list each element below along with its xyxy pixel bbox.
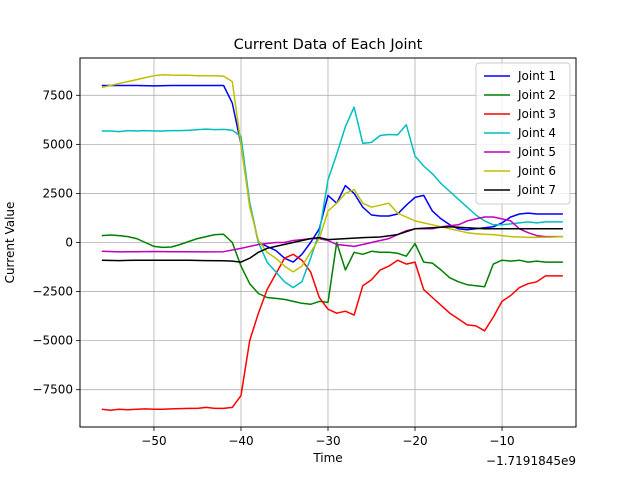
y-tick-label: 2500 [42, 186, 73, 200]
x-tick-label: −30 [315, 434, 340, 448]
legend-entry-label: Joint 2 [517, 88, 556, 102]
series-line-joint-3 [101, 253, 563, 412]
chart-title: Current Data of Each Joint [234, 37, 423, 53]
series-line-joint-2 [101, 233, 563, 306]
legend-entry-label: Joint 7 [517, 183, 556, 197]
x-axis-offset-label: −1.7191845e9 [486, 454, 576, 468]
x-axis-label: Time [312, 451, 342, 465]
legend-entry-label: Joint 6 [517, 164, 556, 178]
y-tick-label: 0 [65, 236, 73, 250]
legend-entry-label: Joint 3 [517, 107, 556, 121]
y-tick-label: −7500 [32, 383, 73, 397]
series-line-joint-5 [101, 216, 563, 253]
y-tick-label: 7500 [42, 88, 73, 102]
series-layer [101, 73, 563, 412]
x-tick-label: −20 [402, 434, 427, 448]
x-tick-label: −10 [489, 434, 514, 448]
x-tick-label: −40 [228, 434, 253, 448]
legend-box [475, 62, 571, 205]
x-tick-label: −50 [141, 434, 166, 448]
series-line-joint-4 [101, 106, 563, 289]
legend-entry-label: Joint 1 [517, 69, 556, 83]
legend: Joint 1 Joint 2 Joint 3 Joint 4 Joint 5 Joint… [475, 62, 571, 205]
tick-layer: −50 −40 −30 −20 −10 −7500 −5000 −2500 0 2500 5000 7… [32, 88, 514, 448]
y-tick-label: 5000 [42, 137, 73, 151]
series-line-joint-7 [101, 226, 563, 263]
legend-entry-label: Joint 4 [517, 126, 556, 140]
series-line-joint-6 [101, 73, 563, 273]
legend-entry-label: Joint 5 [517, 145, 556, 159]
y-axis-label: Current Value [3, 202, 17, 284]
y-tick-label: −2500 [32, 285, 73, 299]
y-tick-label: −5000 [32, 334, 73, 348]
